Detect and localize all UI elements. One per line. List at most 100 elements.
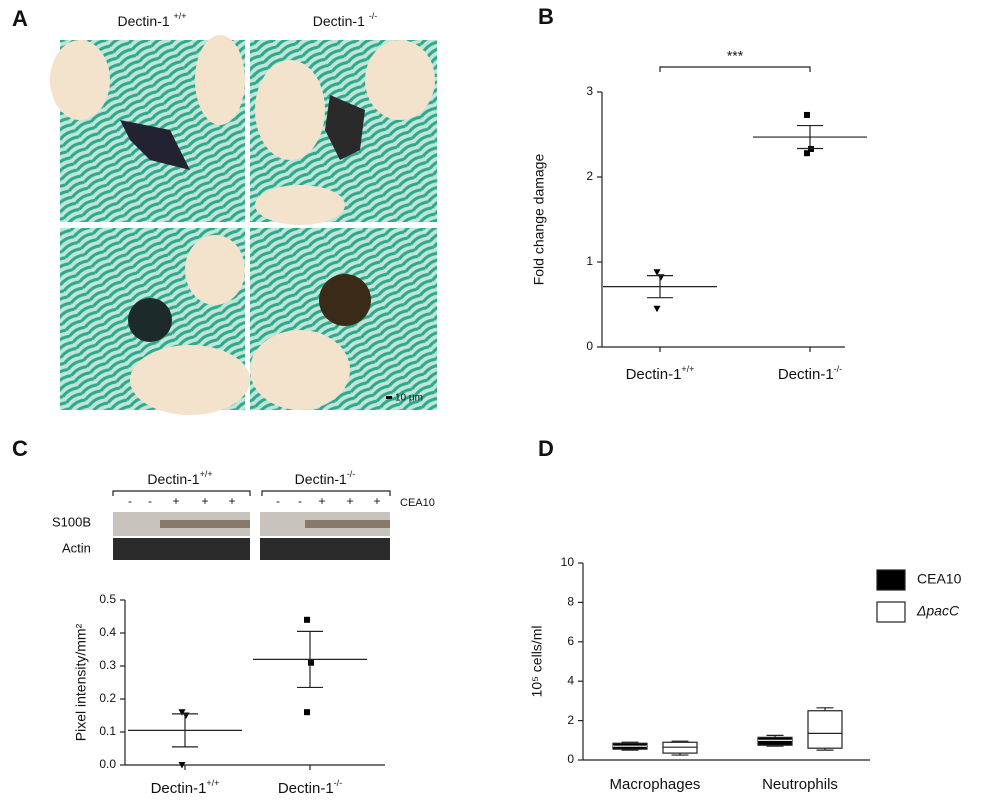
x-tick-label: Dectin-1+/+ xyxy=(151,778,220,797)
label-part: -/- xyxy=(369,11,378,21)
panel-label: B xyxy=(538,4,554,29)
y-tick-label: 0 xyxy=(586,339,593,353)
lane-sign: + xyxy=(346,494,353,508)
lane-sign: + xyxy=(172,494,179,508)
significance-label: *** xyxy=(727,48,744,64)
x-tick-label: Macrophages xyxy=(610,776,701,793)
data-point xyxy=(804,150,810,157)
label-part: +/+ xyxy=(206,778,219,788)
lumen xyxy=(365,40,435,120)
group-bracket xyxy=(112,490,391,496)
y-axis-label: Fold change damage xyxy=(531,154,547,286)
label-part: Dectin-1 xyxy=(295,471,347,487)
y-tick-label: 0.5 xyxy=(99,592,116,606)
label-part: Dectin-1 xyxy=(147,471,199,487)
data-point xyxy=(653,269,661,276)
lane-sign: + xyxy=(201,494,208,508)
data-point xyxy=(178,709,186,716)
label-part: -/- xyxy=(334,778,343,788)
scale-bar-label: 10 μm xyxy=(395,393,423,404)
panel-label: A xyxy=(12,6,28,31)
blot-band xyxy=(260,538,390,560)
lane-sign: - xyxy=(128,494,132,508)
data-point xyxy=(304,709,310,716)
y-tick-label: 2 xyxy=(586,169,593,183)
blot-band xyxy=(113,538,250,560)
y-tick-label: 10 xyxy=(561,555,575,569)
legend-swatch xyxy=(876,569,906,591)
data-point xyxy=(304,616,310,623)
label-part: Dectin-1 xyxy=(278,780,334,797)
lumen xyxy=(250,330,350,410)
column-header: Dectin-1 -/- xyxy=(313,11,378,28)
fungal-lesion xyxy=(319,274,371,326)
label-part: +/+ xyxy=(681,364,694,374)
treatment-label: CEA10 xyxy=(400,497,435,509)
scale-bar xyxy=(386,396,392,399)
blot-band xyxy=(160,520,250,528)
label-part: +/+ xyxy=(174,11,187,21)
x-tick-label: Dectin-1-/- xyxy=(778,364,842,383)
y-tick-label: 4 xyxy=(567,673,574,687)
y-tick-label: 3 xyxy=(586,84,593,98)
y-tick-label: 0.4 xyxy=(99,625,116,639)
lane-sign: + xyxy=(228,494,235,508)
data-point xyxy=(178,762,186,769)
lumen xyxy=(195,35,245,125)
label-part: Dectin-1 xyxy=(313,13,369,29)
x-tick-label: Neutrophils xyxy=(762,776,838,793)
label-part: Dectin-1 xyxy=(626,366,682,383)
x-tick-label: Dectin-1+/+ xyxy=(626,364,695,383)
y-axis-label: 10⁵ cells/ml xyxy=(529,626,545,698)
data-point xyxy=(653,305,661,313)
lumen xyxy=(130,345,250,415)
y-tick-label: 2 xyxy=(567,713,574,727)
label-part: Dectin-1 xyxy=(778,366,834,383)
fungal-lesion xyxy=(128,298,172,342)
legend-swatch xyxy=(876,601,906,623)
lane-sign: - xyxy=(148,494,152,508)
western-blot xyxy=(112,490,391,560)
panel-label: D xyxy=(538,436,554,461)
y-tick-label: 0.2 xyxy=(99,691,116,705)
lumen xyxy=(50,40,110,120)
fungal-lesion xyxy=(120,120,190,170)
lumen xyxy=(185,235,245,305)
blot-group: Dectin-1+/+ xyxy=(147,469,212,486)
box xyxy=(757,736,793,746)
y-tick-label: 0 xyxy=(567,752,574,766)
blot-group: Dectin-1-/- xyxy=(295,469,356,486)
data-point xyxy=(804,111,810,118)
y-tick-label: 0.1 xyxy=(99,724,116,738)
label-part: Dectin-1 xyxy=(117,13,173,29)
legend-label: CEA10 xyxy=(917,571,962,587)
lane-sign: + xyxy=(318,494,325,508)
data-point xyxy=(308,659,314,666)
panel-label: C xyxy=(12,436,28,461)
label-part: -/- xyxy=(834,364,843,374)
micrographs xyxy=(50,35,437,415)
blot-row-label: Actin xyxy=(62,540,91,555)
lumen xyxy=(255,185,345,225)
lane-sign: + xyxy=(373,494,380,508)
fungal-lesion xyxy=(325,95,365,160)
blot-band xyxy=(305,520,390,528)
legend-label: ΔpacC xyxy=(916,603,960,619)
x-tick-label: Dectin-1-/- xyxy=(278,778,342,797)
box xyxy=(807,710,843,749)
label-part: +/+ xyxy=(200,469,213,479)
y-tick-label: 8 xyxy=(567,595,574,609)
label-part: -/- xyxy=(347,469,356,479)
lane-sign: - xyxy=(298,494,302,508)
y-tick-label: 0.0 xyxy=(99,757,116,771)
y-tick-label: 1 xyxy=(586,254,593,268)
label-part: Dectin-1 xyxy=(151,780,207,797)
significance-bracket xyxy=(659,66,811,72)
y-tick-label: 0.3 xyxy=(99,658,116,672)
blot-row-label: S100B xyxy=(52,514,91,529)
y-axis-label: Pixel intensity/mm² xyxy=(73,623,89,741)
lumen xyxy=(255,60,325,160)
lane-sign: - xyxy=(276,494,280,508)
